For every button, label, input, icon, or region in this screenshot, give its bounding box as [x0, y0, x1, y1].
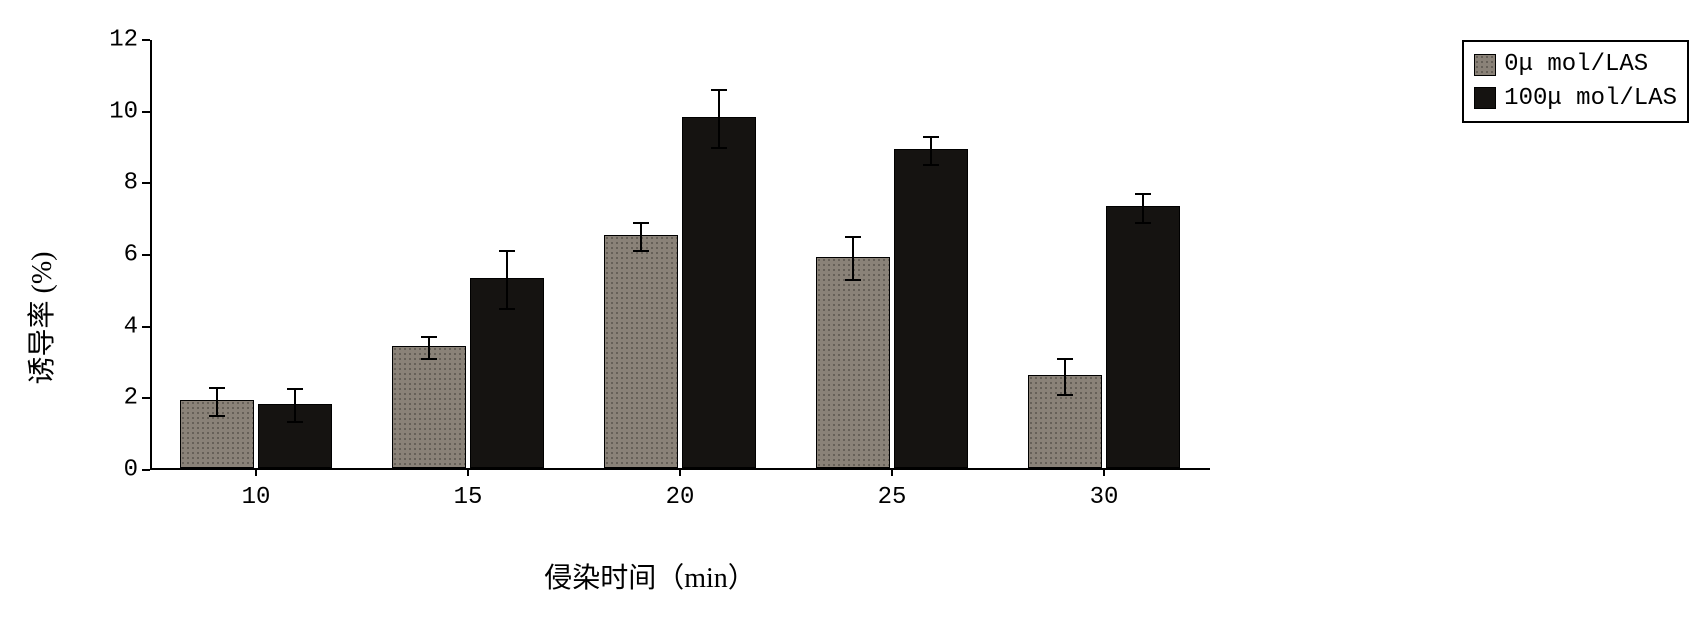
error-bar-line: [1142, 194, 1144, 223]
y-tick: [142, 469, 150, 471]
y-tick: [142, 326, 150, 328]
x-tick-label: 15: [454, 484, 483, 511]
error-bar-cap: [633, 222, 649, 224]
bar: [682, 117, 756, 468]
error-bar-cap: [1135, 222, 1151, 224]
error-bar-line: [216, 388, 218, 417]
error-bar-line: [294, 389, 296, 421]
bar: [816, 257, 890, 468]
y-tick: [142, 39, 150, 41]
y-tick-label: 8: [124, 170, 138, 197]
error-bar-cap: [287, 421, 303, 423]
x-tick-label: 20: [666, 484, 695, 511]
bar: [392, 346, 466, 468]
error-bar-line: [852, 237, 854, 280]
chart-area: 诱导率 (%) 0246810121015202530 侵染时间（min）: [20, 20, 1280, 616]
x-tick-label: 25: [878, 484, 907, 511]
y-tick-label: 0: [124, 457, 138, 484]
y-tick-label: 10: [109, 98, 138, 125]
y-tick-label: 2: [124, 385, 138, 412]
x-tick-label: 10: [242, 484, 271, 511]
error-bar-line: [506, 251, 508, 308]
error-bar-cap: [287, 388, 303, 390]
error-bar-cap: [711, 89, 727, 91]
y-axis-label: 诱导率 (%): [20, 252, 60, 385]
y-tick: [142, 182, 150, 184]
y-tick: [142, 254, 150, 256]
y-tick: [142, 397, 150, 399]
y-tick-label: 12: [109, 27, 138, 54]
error-bar-cap: [1057, 358, 1073, 360]
error-bar-cap: [421, 336, 437, 338]
legend-label: 100μ mol/LAS: [1504, 82, 1677, 116]
legend: 0μ mol/LAS100μ mol/LAS: [1462, 40, 1689, 123]
error-bar-line: [640, 223, 642, 252]
x-tick: [891, 468, 893, 476]
error-bar-line: [930, 137, 932, 166]
error-bar-cap: [633, 250, 649, 252]
error-bar-cap: [923, 164, 939, 166]
error-bar-line: [428, 337, 430, 359]
error-bar-cap: [209, 387, 225, 389]
x-axis-label: 侵染时间（min）: [544, 556, 756, 596]
error-bar-cap: [845, 236, 861, 238]
x-tick-label: 30: [1090, 484, 1119, 511]
legend-label: 0μ mol/LAS: [1504, 48, 1648, 82]
legend-swatch: [1474, 87, 1496, 109]
x-tick: [255, 468, 257, 476]
error-bar-cap: [711, 147, 727, 149]
plot-area: 0246810121015202530: [150, 40, 1210, 470]
error-bar-cap: [499, 250, 515, 252]
legend-item: 100μ mol/LAS: [1474, 82, 1677, 116]
y-tick-label: 4: [124, 313, 138, 340]
error-bar-cap: [421, 358, 437, 360]
error-bar-cap: [209, 415, 225, 417]
error-bar-cap: [1135, 193, 1151, 195]
x-tick: [467, 468, 469, 476]
error-bar-line: [718, 90, 720, 147]
y-tick: [142, 111, 150, 113]
x-tick: [1103, 468, 1105, 476]
figure: 诱导率 (%) 0246810121015202530 侵染时间（min） 0μ…: [20, 20, 1699, 616]
y-tick-label: 6: [124, 242, 138, 269]
bar: [1106, 206, 1180, 468]
error-bar-cap: [499, 308, 515, 310]
legend-swatch: [1474, 54, 1496, 76]
bar: [604, 235, 678, 468]
error-bar-cap: [845, 279, 861, 281]
error-bar-line: [1064, 359, 1066, 395]
error-bar-cap: [923, 136, 939, 138]
x-tick: [679, 468, 681, 476]
error-bar-cap: [1057, 394, 1073, 396]
bar: [894, 149, 968, 468]
y-axis-line: [150, 40, 152, 468]
legend-item: 0μ mol/LAS: [1474, 48, 1677, 82]
